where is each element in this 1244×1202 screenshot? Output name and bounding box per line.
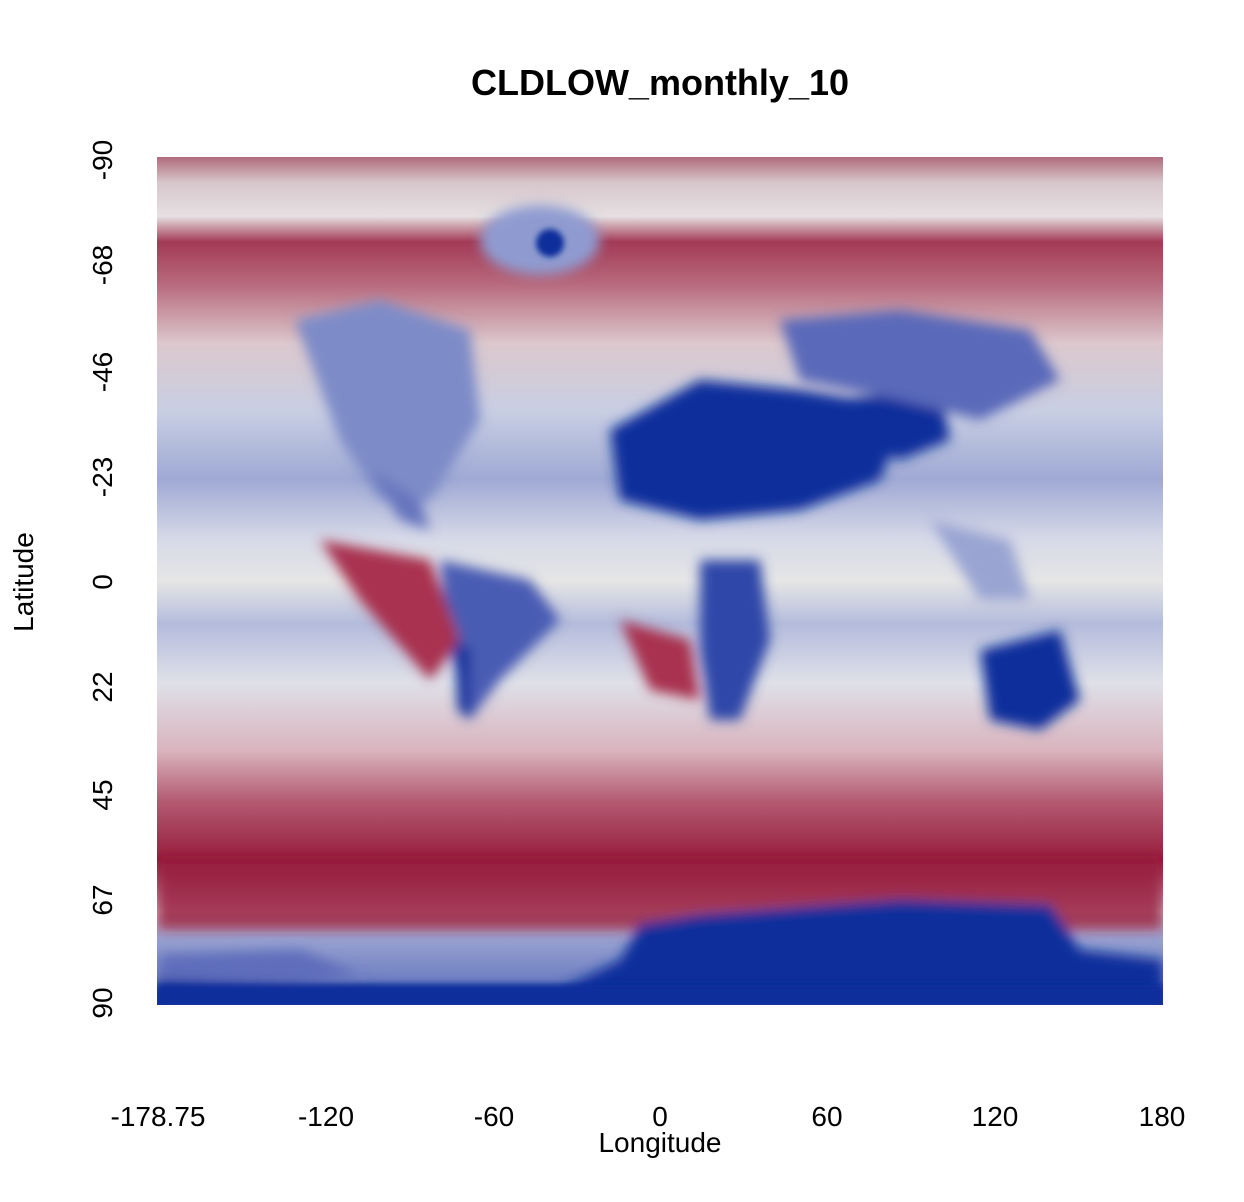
y-axis-label: Latitude <box>8 532 39 632</box>
y-tick-label: -68 <box>87 245 118 285</box>
y-tick-label: 67 <box>87 884 118 915</box>
x-tick-label: -178.75 <box>111 1101 206 1132</box>
y-tick-label: -23 <box>87 457 118 497</box>
heatmap-cells <box>157 205 1163 1005</box>
x-tick-label: 0 <box>652 1101 668 1132</box>
x-axis-label: Longitude <box>598 1127 721 1158</box>
y-tick-label: 45 <box>87 779 118 810</box>
heatmap-sharp-features <box>157 229 1163 1005</box>
y-tick-label: 0 <box>87 574 118 590</box>
plot-area <box>157 157 1163 1005</box>
y-tick-label: -90 <box>87 140 118 180</box>
y-tick-label: 22 <box>87 671 118 702</box>
x-tick-label: 120 <box>972 1101 1019 1132</box>
chart-title: CLDLOW_monthly_10 <box>471 62 849 103</box>
x-tick-label: 60 <box>811 1101 842 1132</box>
y-tick-label: -46 <box>87 352 118 392</box>
x-axis: -178.75 -120 -60 0 60 120 180 <box>111 1101 1186 1132</box>
x-tick-label: 180 <box>1139 1101 1186 1132</box>
x-tick-label: -60 <box>474 1101 514 1132</box>
y-axis: -90 -68 -46 -23 0 22 45 67 90 <box>87 140 118 1019</box>
y-tick-label: 90 <box>87 987 118 1018</box>
x-tick-label: -120 <box>298 1101 354 1132</box>
